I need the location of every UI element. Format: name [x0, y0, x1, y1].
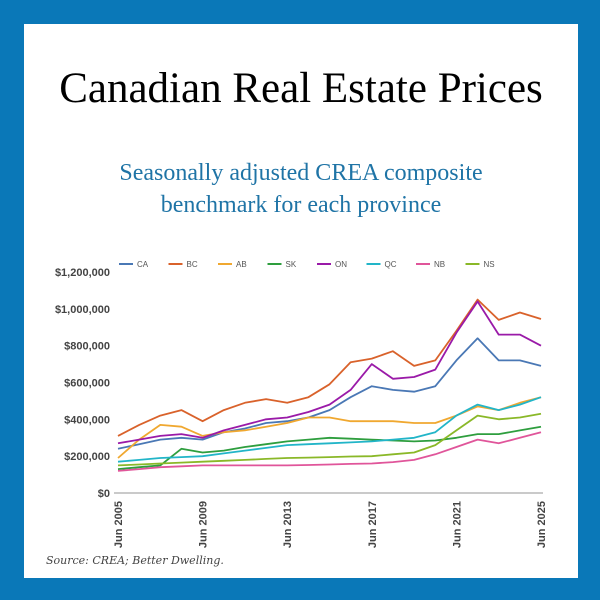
x-tick-label: Jun 2005	[113, 501, 125, 548]
chart-subtitle: Seasonally adjusted CREA composite bench…	[24, 157, 578, 221]
source-note: Source: CREA; Better Dwelling.	[46, 554, 224, 567]
legend-label-qc: QC	[385, 260, 397, 269]
x-tick-label: Jun 2009	[198, 501, 210, 548]
y-tick-label: $1,200,000	[55, 267, 110, 279]
page-title: Canadian Real Estate Prices	[59, 65, 543, 112]
legend-label-nb: NB	[434, 260, 445, 269]
legend-label-bc: BC	[187, 260, 198, 269]
y-tick-label: $0	[98, 488, 110, 500]
legend-label-on: ON	[335, 260, 347, 269]
x-tick-label: Jun 2025	[536, 501, 548, 548]
legend-label-ns: NS	[484, 260, 495, 269]
series-line-ns	[117, 412, 542, 467]
y-tick-label: $800,000	[64, 341, 110, 353]
y-tick-label: $1,000,000	[55, 304, 110, 316]
subtitle-line-1: Seasonally adjusted CREA composite	[119, 160, 483, 186]
series-line-qc	[117, 396, 542, 463]
chart-panel: Canadian Real Estate Prices Seasonally a…	[24, 24, 578, 578]
series-line-ab	[117, 396, 542, 459]
x-tick-label: Jun 2021	[451, 501, 463, 548]
series-line-ca	[117, 337, 542, 450]
y-tick-label: $200,000	[64, 451, 110, 463]
line-chart: $0 $200,000 $400,000 $600,000 $800,000 $1,000…	[55, 260, 548, 548]
legend-label-sk: SK	[286, 260, 297, 269]
y-tick-label: $400,000	[64, 414, 110, 426]
x-tick-label: Jun 2017	[367, 501, 379, 548]
x-tick-label: Jun 2013	[282, 501, 294, 548]
series-line-nb	[117, 431, 542, 472]
legend-label-ab: AB	[236, 260, 247, 269]
series-line-bc	[117, 298, 542, 437]
subtitle-line-2: benchmark for each province	[160, 192, 442, 218]
legend-label-ca: CA	[137, 260, 149, 269]
y-tick-label: $600,000	[64, 378, 110, 390]
series-line-on	[117, 300, 542, 445]
series-line-sk	[117, 425, 542, 470]
